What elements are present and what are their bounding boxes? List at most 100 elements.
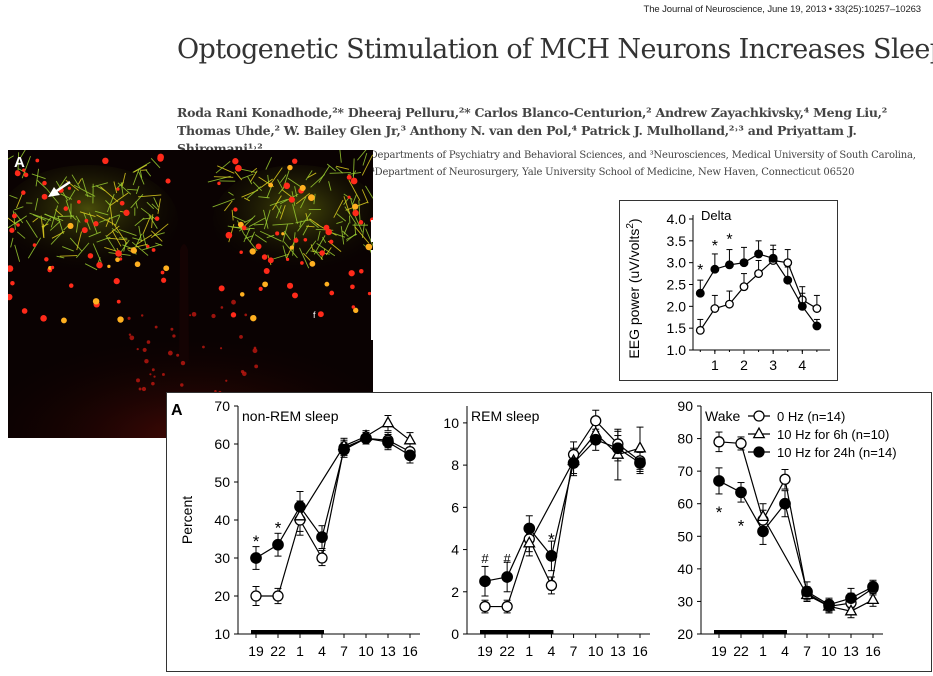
cell [256,244,262,250]
rem-x-tick-label: 10 [588,643,604,659]
wake-x-tick-label: 22 [733,643,749,659]
cell [114,278,120,284]
nonrem-x-tick-label: 16 [402,643,418,659]
cell [242,226,247,231]
nonrem-title: non-REM sleep [242,408,339,424]
legend-label: 10 Hz for 6h (n=10) [777,427,889,442]
cell [77,200,81,204]
cell [123,210,129,216]
rem-data-point [480,602,490,612]
nonrem-x-tick-label: 4 [318,643,326,659]
cell [300,261,304,265]
fiber [214,177,233,178]
cell [281,232,284,235]
nonrem-data-point [251,591,261,601]
wake-series-line [719,481,873,605]
cell [139,388,142,391]
rem-significance-marker: # [481,551,489,566]
delta-x-tick-label: 3 [769,357,777,373]
cell [84,219,88,223]
rem-data-point [613,443,623,453]
wake-x-tick-label: 7 [803,643,811,659]
wake-data-point [780,474,790,484]
rem-data-point [591,416,601,426]
nonrem-x-tick-label: 13 [380,643,396,659]
nonrem-series-line [256,438,410,596]
cell [51,266,54,269]
cell [309,261,315,267]
delta-data-point [799,303,807,311]
cell [157,155,163,161]
wake-y-tick-label: 80 [677,431,693,447]
wake-data-point [714,437,724,447]
rem-y-tick-label: 10 [443,415,459,431]
cell [170,328,173,331]
rem-data-point [502,602,512,612]
cell [115,250,122,257]
wake-data-point [846,593,856,603]
rem-significance-marker: * [548,530,555,549]
cell [286,258,289,261]
cell [161,278,166,283]
wake-data-point [868,582,878,592]
cell [350,285,355,290]
rem-y-tick-label: 0 [451,626,459,642]
nonrem-data-point [317,553,327,563]
nonrem-y-tick-label: 30 [214,550,230,566]
cell [192,312,197,317]
cell [300,185,306,191]
paper-title: Optogenetic Stimulation of MCH Neurons I… [177,34,933,65]
cell [176,354,179,357]
figure-panel-label: A [171,402,183,419]
nonrem-significance-marker: * [275,519,282,538]
cell [24,173,29,178]
cell [151,382,155,386]
cell [129,333,131,335]
cell [143,348,147,352]
rem-data-point [591,435,601,445]
cell [10,281,15,286]
legend-label: 10 Hz for 24h (n=14) [777,445,897,460]
rem-data-point [635,458,645,468]
cell [93,221,98,226]
rem-x-tick-label: 22 [499,643,515,659]
cell [88,253,94,259]
cell [161,271,165,275]
cell [155,216,160,221]
rem-x-tick-label: 4 [548,643,556,659]
fiber [60,256,77,257]
nonrem-x-tick-label: 22 [270,643,286,659]
cell [347,175,352,180]
nonrem-data-point [273,540,283,550]
cell [211,314,215,318]
cell [22,308,28,314]
cell [135,261,141,267]
cell [349,270,355,276]
delta-x-tick-label: 1 [711,357,719,373]
delta-y-tick-label: 3.5 [667,233,687,249]
nonrem-y-tick-label: 70 [214,398,230,414]
cell [240,292,245,297]
nonrem-y-tick-label: 10 [214,626,230,642]
cell [352,305,356,309]
rem-title: REM sleep [471,408,540,424]
cell [82,227,88,233]
cell [319,250,325,256]
cell [68,187,71,190]
nonrem-series-line [300,423,410,516]
delta-data-point [813,305,821,313]
cell [35,159,39,163]
cell [144,359,148,363]
cell [308,194,315,201]
cell [40,315,47,322]
wake-dark-period-bar [714,630,787,634]
delta-data-point [769,255,777,263]
cell [69,283,73,287]
rem-x-tick-label: 19 [477,643,493,659]
cell [318,311,324,317]
rem-y-tick-label: 2 [451,584,459,600]
nonrem-x-tick-label: 1 [296,643,304,659]
cell [142,387,146,391]
